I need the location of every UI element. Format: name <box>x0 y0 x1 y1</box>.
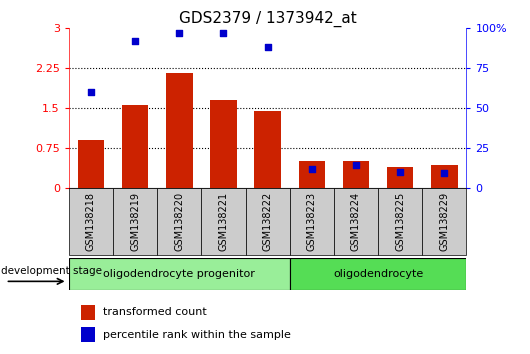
Bar <box>113 188 157 255</box>
Text: GSM138225: GSM138225 <box>395 192 405 251</box>
Bar <box>201 188 245 255</box>
Bar <box>81 327 95 342</box>
Text: GSM138221: GSM138221 <box>218 192 228 251</box>
Bar <box>210 100 237 188</box>
Bar <box>69 188 113 255</box>
Point <box>175 30 183 36</box>
Point <box>131 38 139 44</box>
Bar <box>387 167 413 188</box>
Bar <box>422 188 466 255</box>
Point <box>219 30 228 36</box>
Text: oligodendrocyte: oligodendrocyte <box>333 269 423 279</box>
Bar <box>69 258 290 290</box>
Bar <box>78 140 104 188</box>
Point <box>87 89 95 95</box>
Text: GSM138224: GSM138224 <box>351 192 361 251</box>
Text: GSM138222: GSM138222 <box>263 192 272 251</box>
Title: GDS2379 / 1373942_at: GDS2379 / 1373942_at <box>179 11 357 27</box>
Point <box>396 169 404 175</box>
Point <box>440 171 448 176</box>
Point <box>352 162 360 168</box>
Bar <box>81 305 95 320</box>
Text: GSM138220: GSM138220 <box>174 192 184 251</box>
Text: percentile rank within the sample: percentile rank within the sample <box>103 330 291 339</box>
Bar <box>245 188 290 255</box>
Bar <box>122 105 148 188</box>
Bar <box>157 188 201 255</box>
Bar <box>298 161 325 188</box>
Text: GSM138219: GSM138219 <box>130 192 140 251</box>
Point <box>263 45 272 50</box>
Text: oligodendrocyte progenitor: oligodendrocyte progenitor <box>103 269 255 279</box>
Text: GSM138218: GSM138218 <box>86 192 96 251</box>
Bar <box>431 165 457 188</box>
Point <box>307 166 316 171</box>
Text: GSM138229: GSM138229 <box>439 192 449 251</box>
Bar <box>343 161 369 188</box>
Bar <box>334 188 378 255</box>
Text: transformed count: transformed count <box>103 307 207 317</box>
Bar <box>166 74 192 188</box>
Bar <box>290 258 466 290</box>
Text: GSM138223: GSM138223 <box>307 192 317 251</box>
Bar <box>254 111 281 188</box>
Text: development stage: development stage <box>2 266 102 276</box>
Bar <box>378 188 422 255</box>
Bar <box>290 188 334 255</box>
